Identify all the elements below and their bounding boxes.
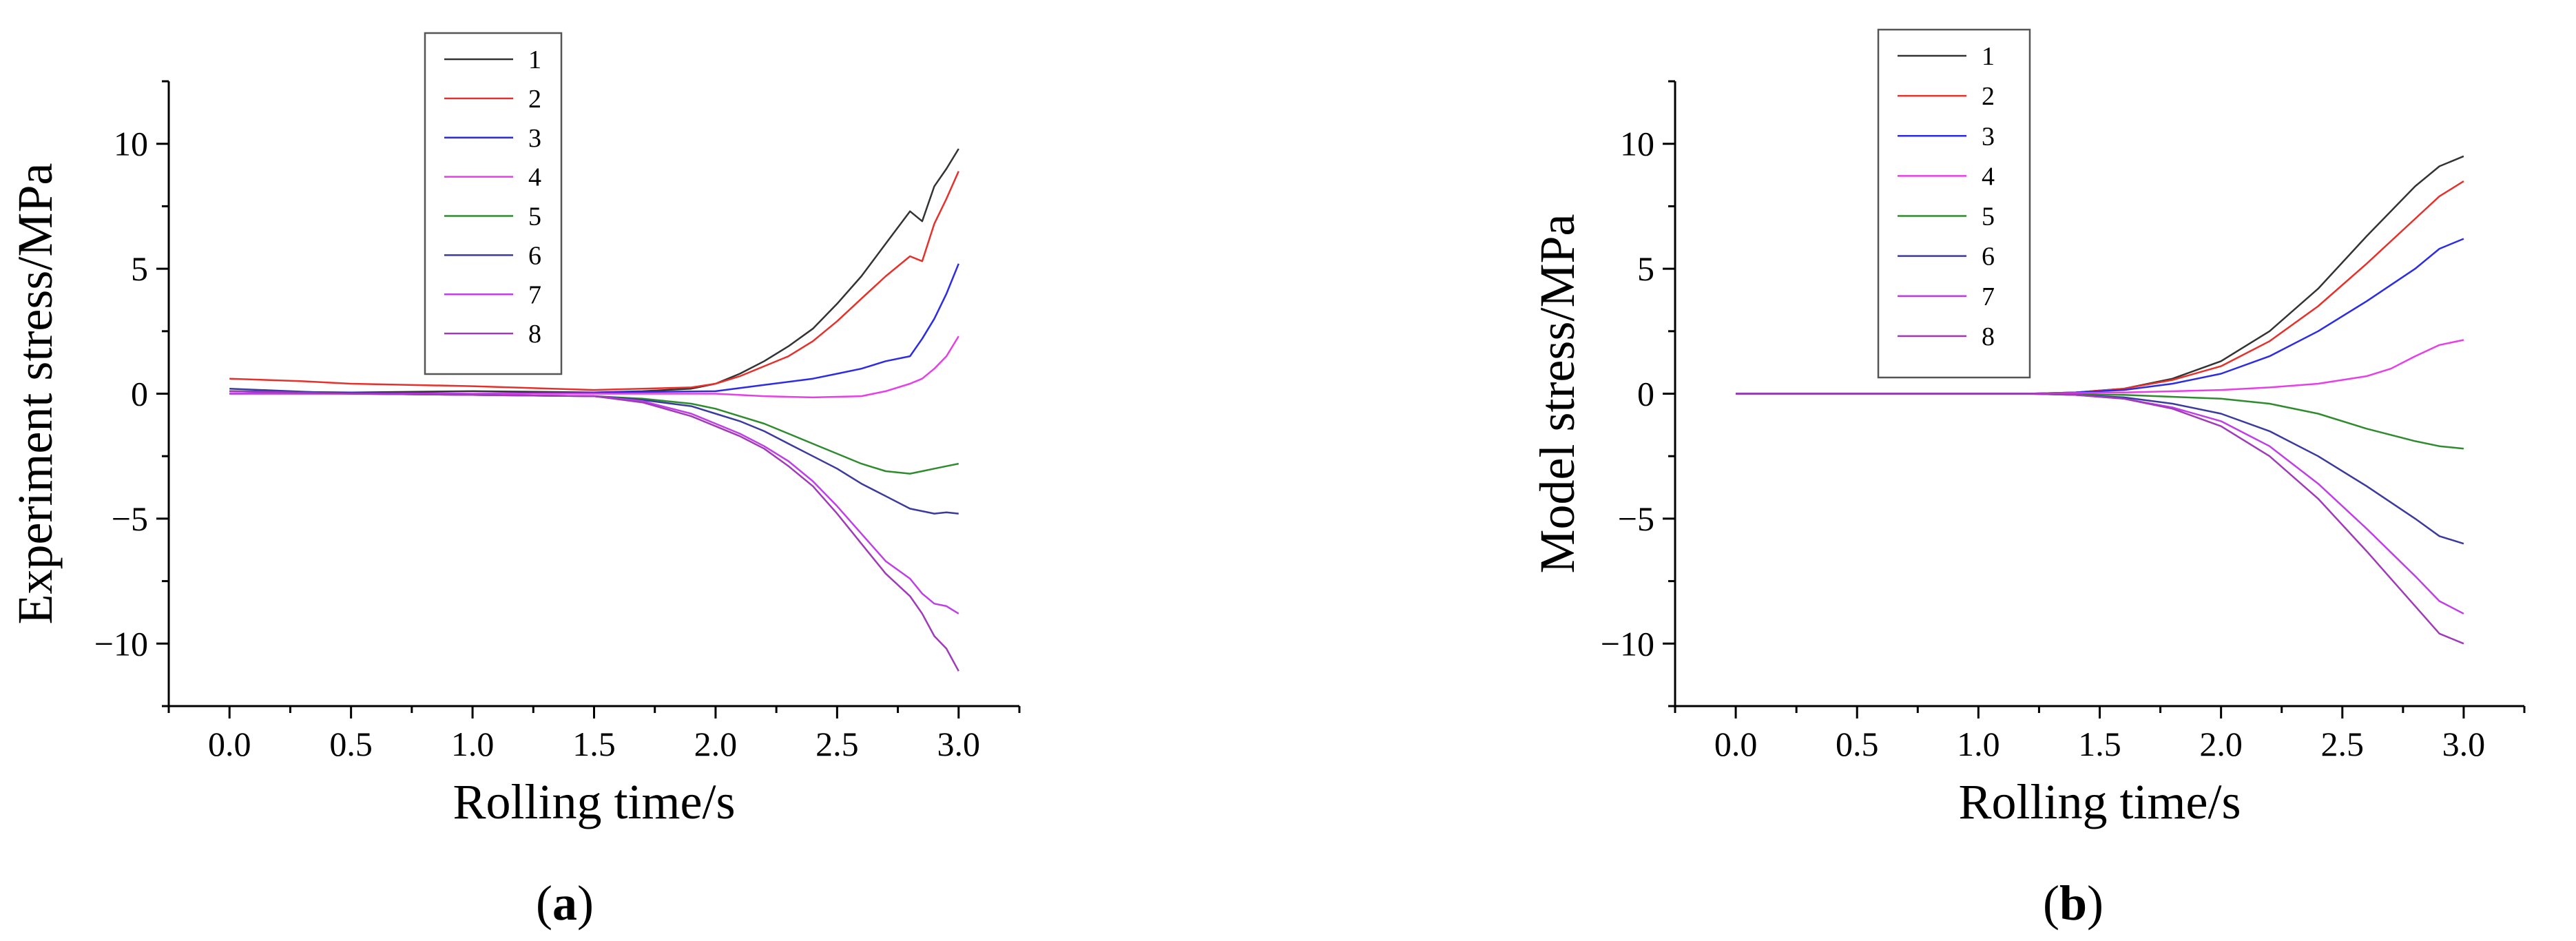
x-tick-label: 2.5 (816, 725, 859, 763)
y-tick-label: 0 (131, 375, 148, 413)
series-line-7 (1736, 393, 2464, 614)
series-line-5 (229, 390, 959, 475)
series-line-1 (229, 148, 959, 393)
y-tick-label: 10 (114, 125, 148, 163)
y-tick-label: 0 (1637, 375, 1654, 413)
legend-label: 4 (1982, 162, 1995, 191)
legend-label: 3 (1982, 122, 1995, 151)
x-axis-label: Rolling time/s (1958, 774, 2241, 829)
panel-a-caption: (a) (536, 876, 594, 931)
x-tick-label: 1.5 (572, 725, 616, 763)
legend-box (1877, 28, 2031, 379)
x-tick-label: 0.0 (208, 725, 251, 763)
series-line-2 (1736, 180, 2464, 395)
series-line-5 (1736, 393, 2464, 450)
legend-label: 1 (528, 45, 541, 74)
x-tick-label: 2.0 (2199, 725, 2243, 763)
y-tick-label: 10 (1620, 125, 1654, 163)
series-line-3 (1736, 238, 2464, 395)
y-tick-label: −5 (112, 499, 148, 538)
x-tick-label: 0.5 (1836, 725, 1879, 763)
series-line-2 (229, 171, 959, 391)
x-axis-label: Rolling time/s (453, 774, 735, 829)
series-line-4 (1736, 339, 2464, 395)
y-tick-label: −10 (1601, 624, 1654, 663)
x-tick-label: 1.0 (451, 725, 495, 763)
y-tick-label: 5 (1637, 249, 1654, 288)
legend-label: 3 (528, 124, 541, 153)
legend-label: 5 (1982, 203, 1995, 231)
legend-label: 2 (528, 85, 541, 114)
x-tick-label: 0.0 (1714, 725, 1758, 763)
series-line-3 (229, 263, 959, 395)
legend-label: 8 (1982, 322, 1995, 351)
series-line-7 (229, 393, 959, 614)
x-tick-label: 0.5 (329, 725, 373, 763)
y-tick-label: −5 (1618, 499, 1654, 538)
legend-label: 7 (1982, 282, 1995, 311)
x-tick-label: 2.0 (694, 725, 738, 763)
series-line-8 (1736, 393, 2464, 645)
x-tick-label: 1.5 (2078, 725, 2121, 763)
series-line-8 (229, 390, 959, 672)
panel-b-chart: 0.0 0.5 1.0 1.5 2.0 2.5 3.0 10 5 0 −5 −10 Rolling ti… (1530, 28, 2526, 829)
legend-label: 4 (528, 163, 541, 192)
x-tick-label: 3.0 (937, 725, 981, 763)
y-tick-label: −10 (94, 624, 148, 663)
legend-label: 6 (528, 241, 541, 270)
y-axis-label: Model stress/MPa (1530, 214, 1585, 574)
series-line-6 (229, 387, 959, 515)
series-line-6 (1736, 393, 2464, 545)
legend-label: 5 (528, 203, 541, 231)
legend-label: 7 (528, 280, 541, 309)
x-tick-label: 2.5 (2321, 725, 2365, 763)
series-line-4 (229, 335, 959, 399)
legend-label: 1 (1982, 42, 1995, 71)
legend-box (424, 32, 563, 375)
x-tick-label: 3.0 (2442, 725, 2486, 763)
legend-label: 8 (528, 320, 541, 349)
y-axis-label: Experiment stress/MPa (8, 163, 63, 625)
panel-b-caption: (b) (2043, 876, 2104, 931)
x-tick-label: 1.0 (1957, 725, 2000, 763)
y-tick-label: 5 (131, 249, 148, 288)
legend-label: 2 (1982, 82, 1995, 111)
legend-label: 6 (1982, 242, 1995, 271)
panel-a-chart: 0.0 0.5 1.0 1.5 2.0 2.5 3.0 10 5 0 −5 −10 Rolling ti… (8, 32, 1021, 829)
